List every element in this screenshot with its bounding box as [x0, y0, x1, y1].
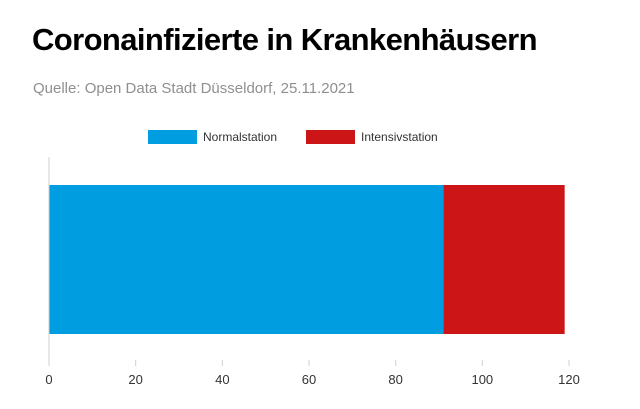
chart-title: Coronainfizierte in Krankenhäusern — [32, 22, 538, 57]
x-tick-label: 60 — [302, 372, 316, 387]
chart-source: Quelle: Open Data Stadt Düsseldorf, 25.1… — [33, 80, 355, 97]
x-tick-label: 80 — [388, 372, 402, 387]
legend-swatch-intensivstation — [306, 130, 355, 144]
x-axis: 0 20 40 60 80 100 120 — [45, 157, 580, 387]
bar-intensivstation — [443, 185, 565, 334]
legend-label-intensivstation: Intensivstation — [361, 130, 438, 144]
x-tick-label: 120 — [558, 372, 580, 387]
legend-swatch-normalstation — [148, 130, 197, 144]
bars — [49, 185, 565, 334]
legend: Normalstation Intensivstation — [148, 130, 438, 144]
legend-label-normalstation: Normalstation — [203, 130, 277, 144]
bar-chart: Normalstation Intensivstation 0 20 40 60 80 10… — [45, 130, 580, 387]
x-tick-label: 20 — [128, 372, 142, 387]
x-tick-label: 0 — [45, 372, 52, 387]
bar-normalstation — [49, 185, 444, 334]
x-tick-label: 100 — [471, 372, 493, 387]
x-tick-label: 40 — [215, 372, 229, 387]
